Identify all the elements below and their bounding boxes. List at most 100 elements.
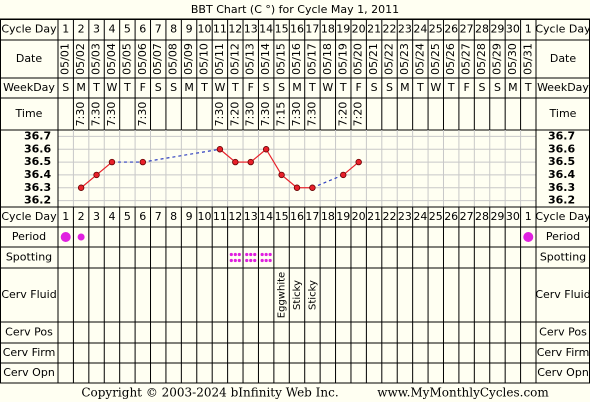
weekday: F bbox=[356, 81, 362, 94]
temp-line bbox=[80, 174, 97, 189]
date: 05/24 bbox=[413, 43, 426, 75]
cycle-day: 29 bbox=[490, 23, 504, 36]
weekday: T bbox=[416, 81, 424, 94]
cycle-day: 22 bbox=[383, 210, 397, 223]
weekday: T bbox=[524, 81, 532, 94]
row-label: Cerv Opn bbox=[3, 366, 55, 379]
cycle-day: 8 bbox=[170, 23, 177, 36]
weekday: T bbox=[123, 81, 131, 94]
y-tick-label: 36.4 bbox=[548, 168, 575, 181]
date: 05/15 bbox=[275, 43, 288, 75]
spot-dot bbox=[233, 258, 237, 263]
row-label: WeekDay bbox=[537, 81, 589, 94]
spot-dot bbox=[229, 252, 233, 257]
spot-dot bbox=[253, 258, 257, 263]
row-label: WeekDay bbox=[3, 81, 55, 94]
weekday: S bbox=[386, 81, 393, 94]
row-label: Cerv Pos bbox=[539, 326, 587, 339]
cycle-day: 12 bbox=[228, 210, 242, 223]
time: 7:30 bbox=[90, 102, 103, 127]
cycle-day: 28 bbox=[475, 23, 489, 36]
date: 05/06 bbox=[136, 43, 149, 75]
cycle-day: 7 bbox=[155, 210, 162, 223]
date: 05/22 bbox=[383, 43, 396, 75]
cycle-day: 6 bbox=[139, 23, 146, 36]
weekday: T bbox=[231, 81, 239, 94]
spot-dot bbox=[264, 258, 268, 263]
date: 05/04 bbox=[105, 43, 118, 75]
date: 05/08 bbox=[167, 43, 180, 75]
y-tick-label: 36.6 bbox=[548, 142, 575, 155]
row-label: Cycle Day bbox=[535, 210, 590, 223]
cycle-day: 29 bbox=[490, 210, 504, 223]
y-tick-label: 36.3 bbox=[24, 181, 51, 194]
weekday: F bbox=[248, 81, 254, 94]
time: 7:20 bbox=[228, 102, 241, 127]
date: 05/19 bbox=[336, 43, 349, 75]
y-tick-label: 36.7 bbox=[24, 129, 51, 142]
time: 7:30 bbox=[213, 102, 226, 127]
cycle-day: 1 bbox=[525, 23, 532, 36]
cycle-day: 17 bbox=[305, 210, 319, 223]
weekday: F bbox=[140, 81, 146, 94]
temp-line bbox=[250, 148, 267, 163]
cycle-day: 27 bbox=[460, 23, 474, 36]
cycle-day: 11 bbox=[213, 23, 227, 36]
cycle-day: 15 bbox=[275, 210, 289, 223]
cycle-day: 8 bbox=[170, 210, 177, 223]
row-label: Cycle Day bbox=[1, 210, 57, 223]
y-tick-label: 36.2 bbox=[548, 194, 575, 207]
cycle-day: 4 bbox=[108, 23, 115, 36]
row-label: Cerv Fluid bbox=[1, 288, 56, 301]
weekday: S bbox=[479, 81, 486, 94]
y-tick-label: 36.6 bbox=[24, 142, 51, 155]
cycle-day: 9 bbox=[186, 23, 193, 36]
temp-point bbox=[77, 184, 85, 191]
date: 05/23 bbox=[398, 43, 411, 75]
cycle-day: 1 bbox=[62, 210, 69, 223]
time: 7:30 bbox=[136, 102, 149, 127]
website: www.MyMonthlyCycles.com bbox=[377, 386, 549, 400]
row-label: Date bbox=[16, 52, 43, 65]
date: 05/07 bbox=[151, 43, 164, 75]
row-label: Cerv Pos bbox=[5, 326, 53, 339]
cycle-day: 2 bbox=[78, 23, 85, 36]
temp-point bbox=[216, 146, 224, 153]
date: 05/11 bbox=[213, 43, 226, 75]
spot-dot bbox=[249, 258, 253, 263]
cycle-day: 24 bbox=[413, 23, 427, 36]
cycle-day: 27 bbox=[460, 210, 474, 223]
cycle-day: 16 bbox=[290, 210, 304, 223]
weekday: S bbox=[155, 81, 162, 94]
temp-point bbox=[309, 184, 316, 191]
date: 05/03 bbox=[90, 43, 103, 75]
cycle-day: 13 bbox=[244, 210, 258, 223]
weekday: S bbox=[278, 81, 285, 94]
weekday: T bbox=[200, 81, 208, 94]
time: 7:20 bbox=[336, 102, 349, 127]
date: 05/05 bbox=[120, 43, 133, 75]
spotting-mark bbox=[260, 252, 272, 263]
date: 05/16 bbox=[290, 43, 303, 75]
time: 7:15 bbox=[275, 102, 288, 127]
weekday: S bbox=[62, 81, 69, 94]
period-dot bbox=[77, 233, 85, 241]
cerv-fluid: Sticky bbox=[292, 280, 303, 310]
cycle-day: 15 bbox=[275, 23, 289, 36]
cycle-day: 14 bbox=[259, 210, 273, 223]
temp-point bbox=[262, 146, 270, 153]
weekday: M bbox=[508, 81, 518, 94]
cycle-day: 28 bbox=[475, 210, 489, 223]
spot-dot bbox=[260, 258, 264, 263]
cycle-day: 19 bbox=[336, 210, 350, 223]
weekday: S bbox=[494, 81, 501, 94]
spot-dot bbox=[249, 252, 253, 257]
date: 05/02 bbox=[74, 43, 87, 75]
cycle-day: 23 bbox=[398, 210, 412, 223]
temp-line bbox=[219, 148, 236, 163]
spot-dot bbox=[229, 258, 233, 263]
time: 7:30 bbox=[105, 102, 118, 127]
y-tick-label: 36.5 bbox=[24, 155, 51, 168]
copyright: Copyright © 2003-2024 bInfinity Web Inc. bbox=[81, 386, 338, 400]
